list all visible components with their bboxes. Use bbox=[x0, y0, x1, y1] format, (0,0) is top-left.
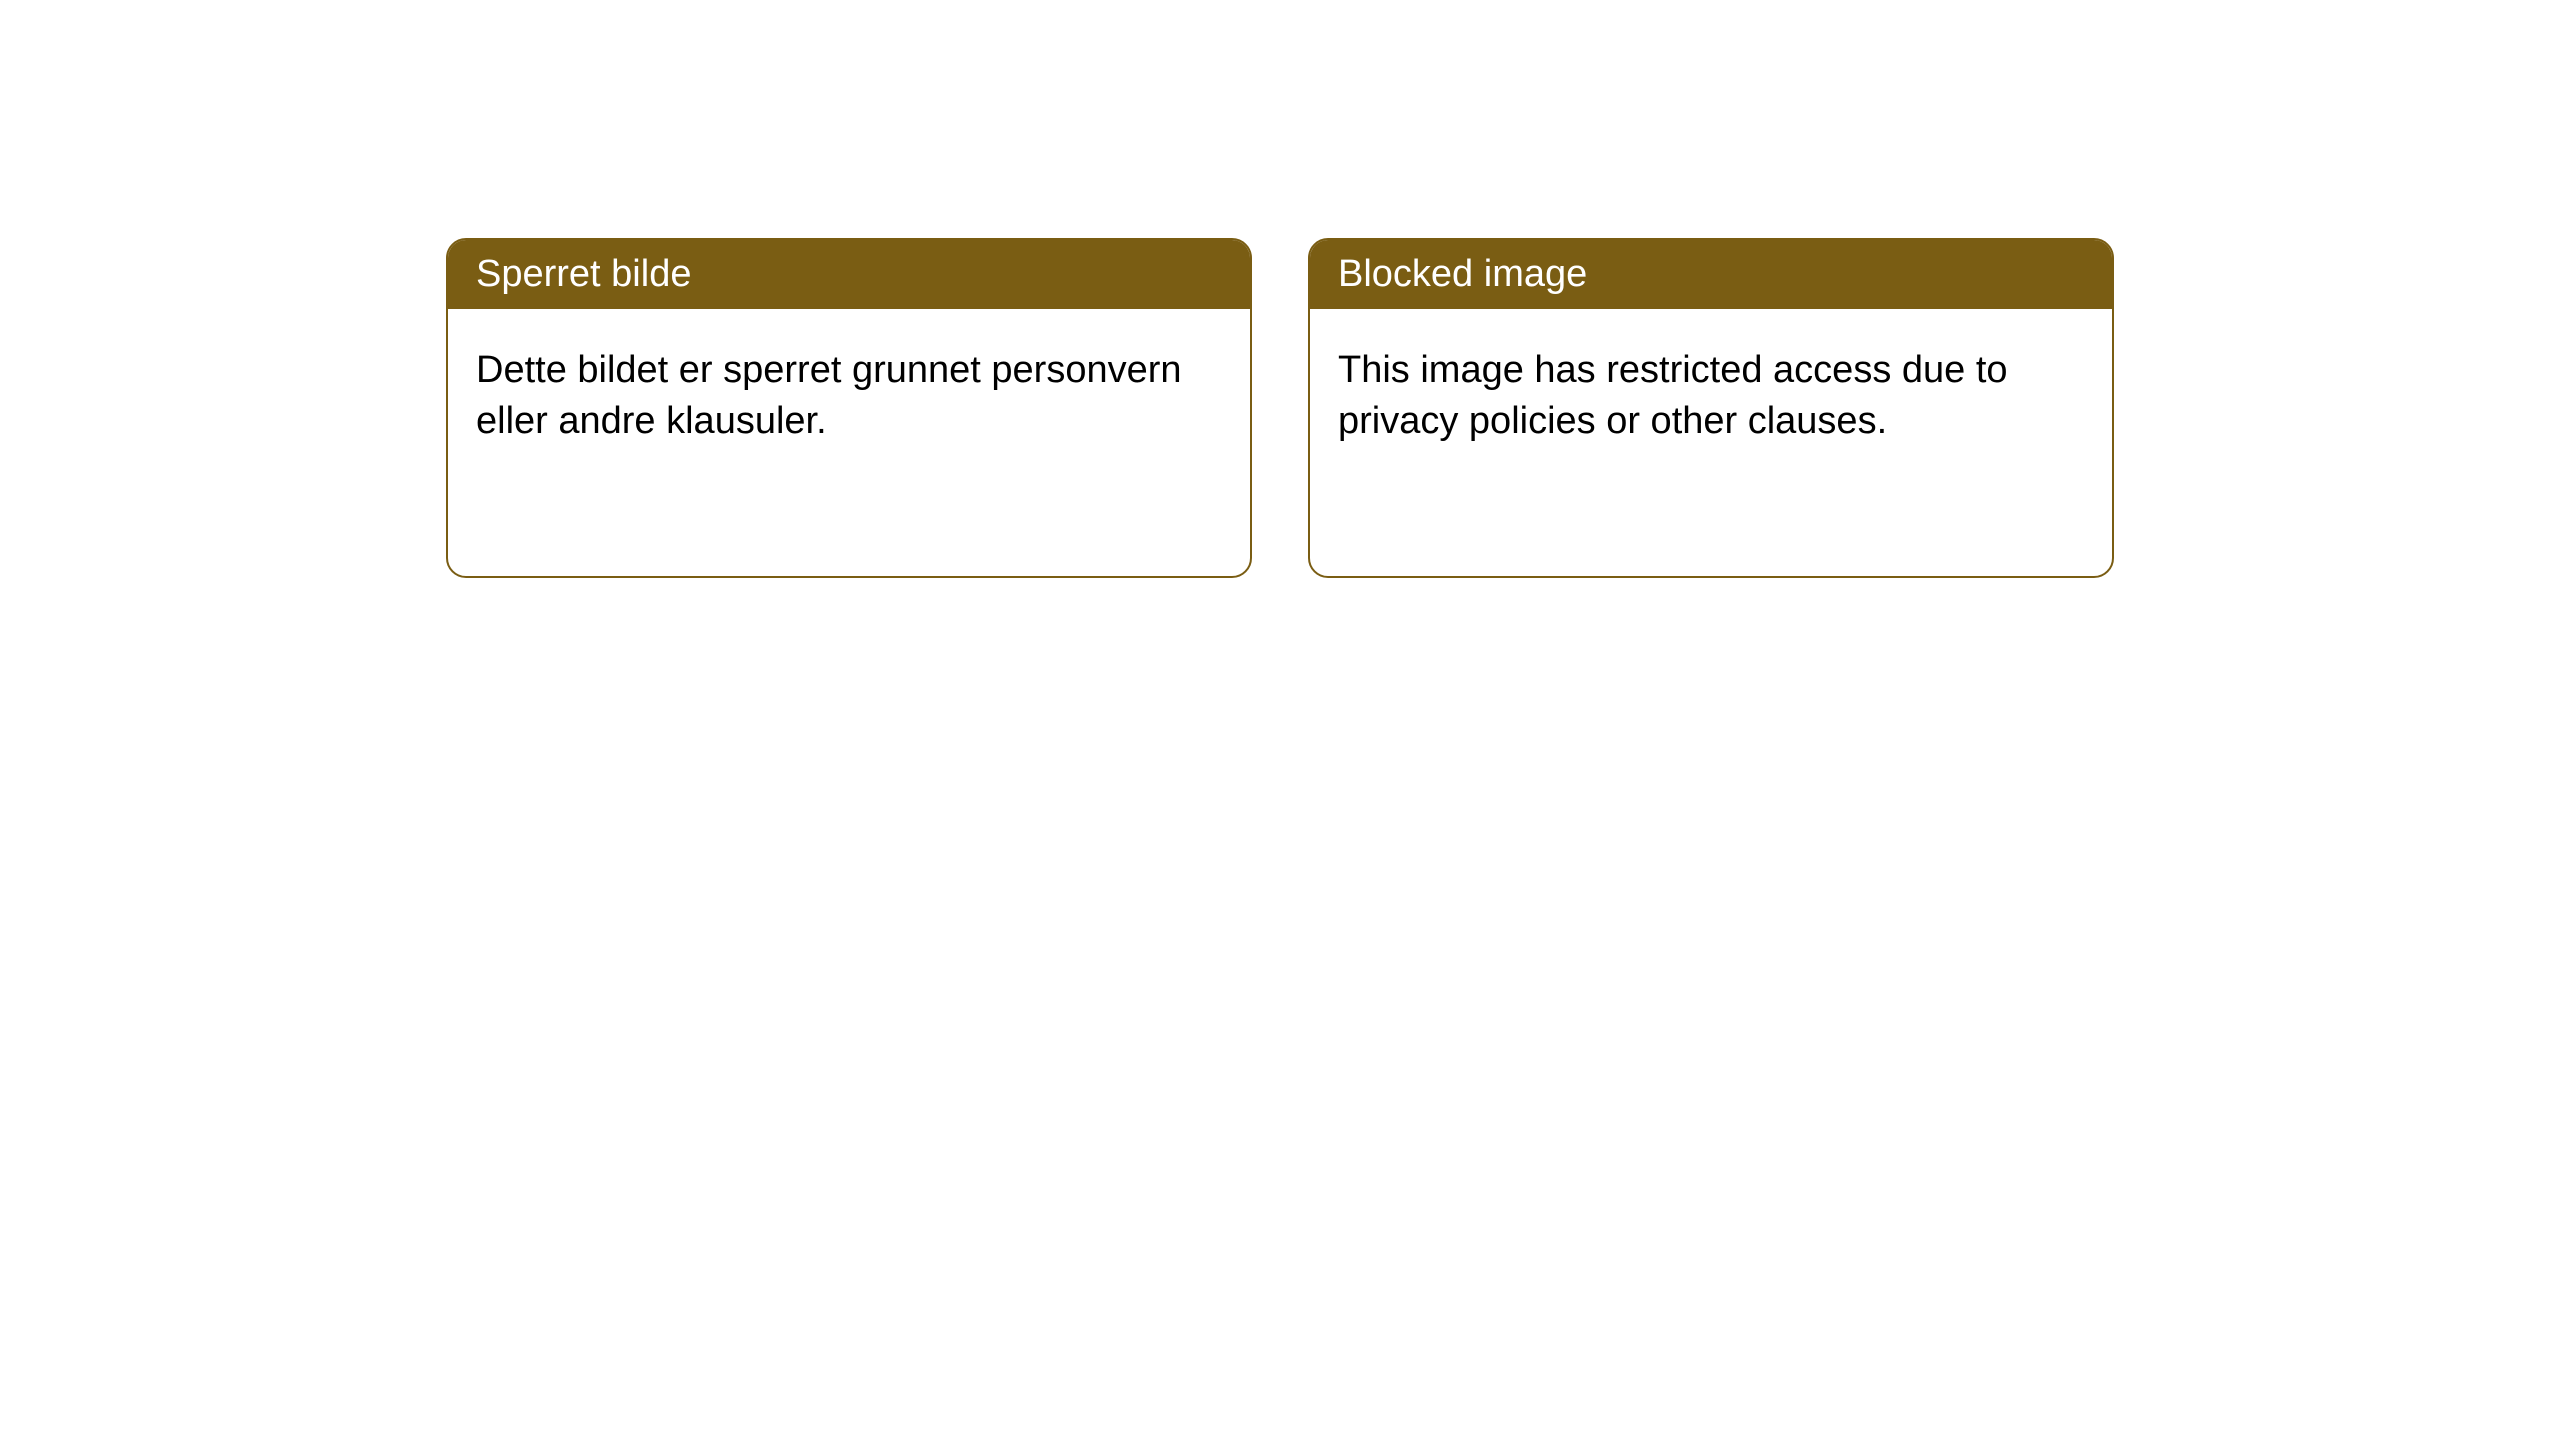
card-body-text: This image has restricted access due to … bbox=[1338, 349, 2008, 442]
card-header: Sperret bilde bbox=[448, 240, 1250, 309]
card-title: Blocked image bbox=[1338, 253, 1587, 295]
card-body: This image has restricted access due to … bbox=[1310, 309, 2112, 484]
notice-card-english: Blocked image This image has restricted … bbox=[1308, 238, 2114, 578]
card-header: Blocked image bbox=[1310, 240, 2112, 309]
notice-cards-container: Sperret bilde Dette bildet er sperret gr… bbox=[446, 238, 2114, 578]
card-body: Dette bildet er sperret grunnet personve… bbox=[448, 309, 1250, 484]
card-title: Sperret bilde bbox=[476, 253, 691, 295]
card-body-text: Dette bildet er sperret grunnet personve… bbox=[476, 349, 1182, 442]
notice-card-norwegian: Sperret bilde Dette bildet er sperret gr… bbox=[446, 238, 1252, 578]
